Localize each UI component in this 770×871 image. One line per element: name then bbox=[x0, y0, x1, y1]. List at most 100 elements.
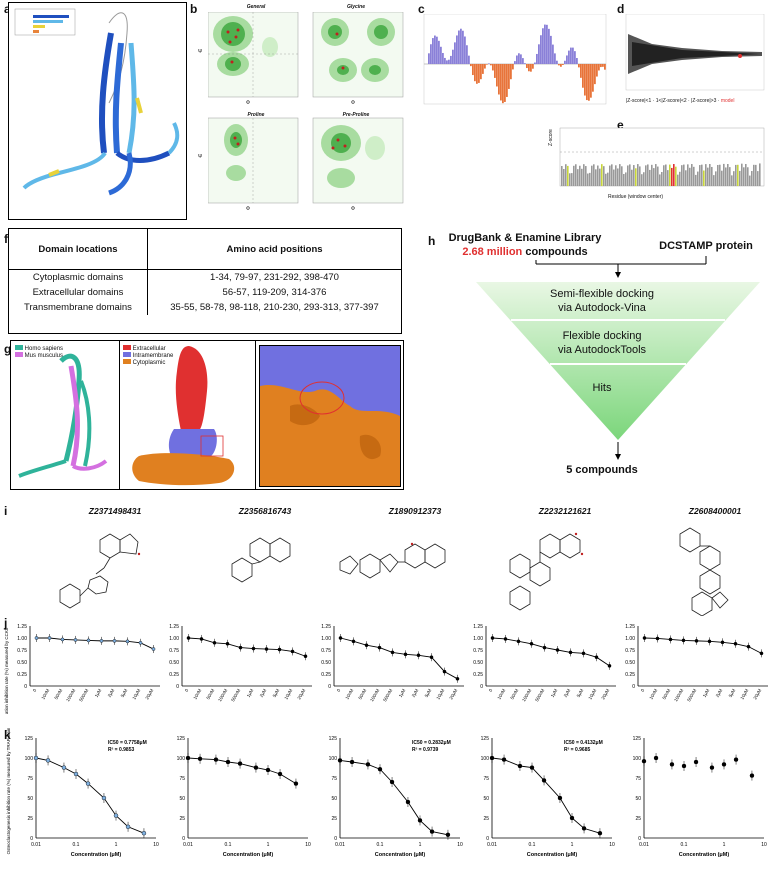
profile-bar-neg bbox=[586, 64, 588, 101]
profile-bar-pos bbox=[456, 35, 458, 64]
profile-bar-neg bbox=[582, 64, 584, 88]
domain-tm-label: Transmembrane domains bbox=[9, 300, 148, 315]
profile-bar-neg bbox=[604, 64, 606, 70]
k-r2: R² = 0.9853 bbox=[108, 747, 134, 753]
window-bar bbox=[629, 164, 631, 186]
k-point bbox=[581, 826, 587, 831]
k-ytick: 125 bbox=[633, 736, 642, 742]
j-point bbox=[34, 636, 39, 640]
window-bar bbox=[651, 164, 653, 186]
profile-bar-pos bbox=[546, 24, 548, 64]
domain-header-positions: Amino acid positions bbox=[147, 229, 401, 270]
k-ytick: 75 bbox=[331, 776, 337, 782]
k-xtick: 0.1 bbox=[73, 842, 80, 848]
j-xtick: 100nM bbox=[65, 688, 76, 703]
window-bar bbox=[729, 167, 731, 186]
j-point bbox=[390, 650, 395, 655]
k-point bbox=[557, 795, 563, 801]
j-xtick: 500nM bbox=[78, 688, 89, 703]
k-xtick: 1 bbox=[723, 842, 726, 848]
j-ytick: 0.75 bbox=[473, 648, 483, 654]
k-point bbox=[293, 781, 299, 786]
profile-bar-pos bbox=[516, 55, 518, 64]
j-xtick: 2μM bbox=[563, 688, 572, 698]
window-bar bbox=[645, 165, 647, 186]
window-bar bbox=[665, 164, 667, 186]
j-series-line bbox=[492, 637, 610, 667]
j-ytick: 0.75 bbox=[169, 648, 179, 654]
j-xtick: 100nM bbox=[521, 688, 532, 703]
k-point bbox=[265, 767, 271, 773]
k-ytick: 50 bbox=[331, 796, 337, 802]
k-chart-5: 0 25 50 75 100 125 0.01 0.1 1 10 Concentration (μM… bbox=[633, 736, 767, 858]
j-xtick: 500nM bbox=[230, 688, 241, 703]
k-point bbox=[61, 765, 67, 770]
window-bar bbox=[607, 172, 609, 186]
domain-cyto-positions: 1-34, 79-97, 231-292, 398-470 bbox=[210, 272, 339, 283]
k-ytick: 125 bbox=[481, 736, 490, 742]
profile-bar-neg bbox=[494, 64, 496, 78]
j-point bbox=[212, 640, 217, 645]
j-ytick: 0.50 bbox=[625, 660, 635, 666]
k-point bbox=[389, 779, 395, 785]
panel-label-d: d bbox=[617, 2, 625, 16]
window-bar bbox=[663, 165, 665, 186]
window-bar bbox=[621, 166, 623, 186]
j-ytick: 0.50 bbox=[321, 660, 331, 666]
k-point bbox=[709, 765, 715, 770]
profile-bar-neg bbox=[602, 64, 604, 67]
protein-structure-a bbox=[14, 8, 180, 196]
structure-3 bbox=[339, 543, 446, 579]
j-point bbox=[364, 643, 369, 648]
g-legend-cyto: Cytoplasmic bbox=[132, 360, 166, 366]
panel-a-structure bbox=[8, 2, 187, 220]
window-bar bbox=[743, 167, 745, 186]
profile-bar-neg bbox=[594, 64, 596, 85]
k-ytick: 0 bbox=[334, 836, 337, 842]
j-series-line bbox=[644, 637, 762, 654]
g-legend-intra: Intramembrane bbox=[132, 353, 174, 359]
k-xtick: 0.1 bbox=[225, 842, 232, 848]
window-bar bbox=[689, 167, 691, 186]
window-bar bbox=[701, 164, 703, 186]
j-xtick: 100nM bbox=[217, 688, 228, 703]
j-point bbox=[377, 645, 382, 650]
j-xtick: 5μM bbox=[728, 688, 737, 698]
j-series-line bbox=[188, 637, 306, 657]
k-ytick: 0 bbox=[182, 836, 185, 842]
window-bar bbox=[565, 164, 567, 186]
profile-bar-pos bbox=[554, 53, 556, 64]
window-bar bbox=[681, 165, 683, 186]
profile-bar-pos bbox=[432, 38, 434, 64]
h-source-count: 2.68 million bbox=[462, 246, 523, 258]
k-point bbox=[337, 758, 343, 763]
j-ytick: 1.00 bbox=[169, 636, 179, 642]
profile-bar-pos bbox=[438, 40, 440, 64]
profile-bar-neg bbox=[526, 64, 528, 69]
k-ytick: 50 bbox=[179, 796, 185, 802]
g-legend-mouse: Mus musculus bbox=[24, 353, 64, 359]
panel-label-k: k bbox=[4, 728, 11, 742]
j-xtick: 1μM bbox=[94, 688, 103, 698]
j-point bbox=[138, 640, 143, 645]
k-ylabel: Osteoclastogenesis inhibition rate (%) m… bbox=[6, 728, 11, 854]
profile-bar-neg bbox=[492, 64, 494, 71]
k-xtick: 0.1 bbox=[681, 842, 688, 848]
profile-bar-pos bbox=[488, 63, 490, 64]
k-chart-2: 0 25 50 75 100 125 0.01 0.1 1 10 Concentration (μM… bbox=[177, 736, 311, 858]
window-bar bbox=[601, 164, 603, 186]
k-ytick: 25 bbox=[635, 816, 641, 822]
k-point bbox=[277, 771, 283, 777]
profile-bar-neg bbox=[600, 64, 602, 68]
k-point bbox=[253, 765, 259, 770]
k-ytick: 0 bbox=[638, 836, 641, 842]
compound-name-3: Z1890912373 bbox=[388, 506, 442, 516]
j-chart-4: 00.250.500.751.001.250 10nM 50nM 100nM 500nM… bbox=[473, 624, 616, 702]
window-bar bbox=[597, 165, 599, 186]
k-point bbox=[125, 824, 131, 830]
h-step2-line2: via AutodockTools bbox=[557, 344, 647, 356]
j-point bbox=[60, 637, 65, 642]
window-bar bbox=[633, 165, 635, 186]
j-point bbox=[694, 639, 699, 643]
j-xtick: 0 bbox=[488, 688, 494, 693]
